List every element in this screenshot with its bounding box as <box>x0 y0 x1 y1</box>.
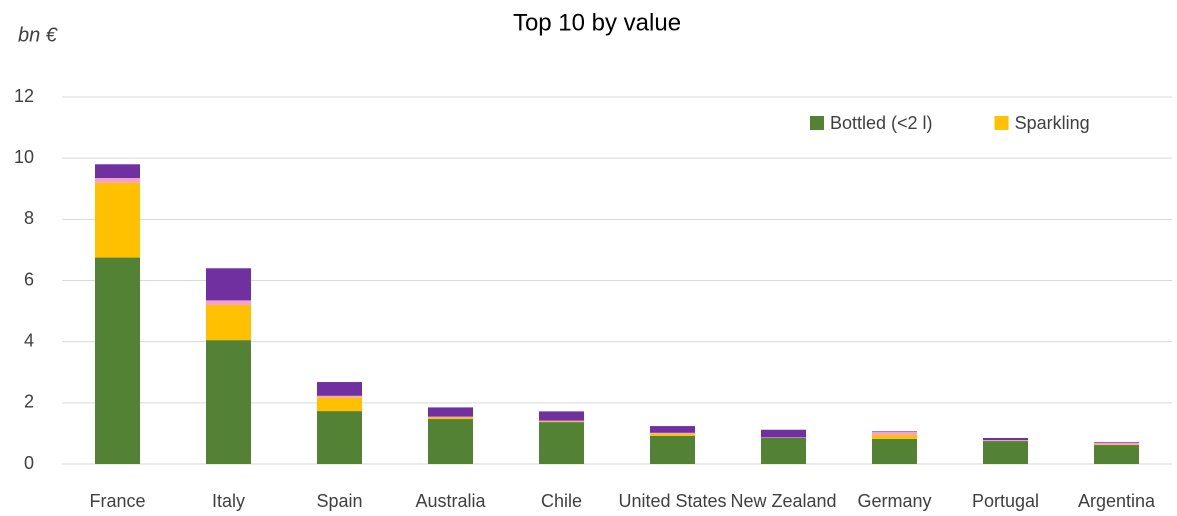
bar-segment <box>539 421 584 423</box>
bar-segment <box>317 382 362 396</box>
bar-segment <box>317 411 362 464</box>
x-tick-label: Argentina <box>1078 491 1156 511</box>
bar-segment <box>983 438 1028 441</box>
x-tick-label: Italy <box>212 491 245 511</box>
x-tick-label: United States <box>618 491 726 511</box>
y-tick-label: 6 <box>24 269 34 289</box>
bar-segment <box>206 268 251 301</box>
bar-segment <box>761 437 806 439</box>
x-tick-label: Germany <box>857 491 931 511</box>
bar-segment <box>761 438 806 464</box>
legend-label: Bottled (<2 l) <box>830 113 933 133</box>
legend-swatch <box>994 116 1009 130</box>
bar-segment <box>206 300 251 305</box>
y-tick-label: 2 <box>24 392 34 412</box>
legend-label: Sparkling <box>1015 113 1090 133</box>
bar-segment <box>95 257 140 464</box>
chart-title: Top 10 by value <box>513 9 681 36</box>
bar-segment <box>872 431 917 435</box>
bar-segment <box>95 178 140 183</box>
bar-segment <box>206 304 251 341</box>
bar-segment <box>761 429 806 438</box>
y-tick-label: 8 <box>24 208 34 228</box>
bar-segment <box>95 182 140 258</box>
y-axis-unit: bn € <box>18 24 58 46</box>
bar-segment <box>428 419 473 464</box>
bar-segment <box>539 411 584 421</box>
x-tick-label: France <box>89 491 145 511</box>
x-tick-label: Australia <box>415 491 486 511</box>
y-tick-label: 12 <box>14 86 34 106</box>
y-tick-label: 4 <box>24 330 34 350</box>
bar-segment <box>95 164 140 179</box>
bar-segment <box>650 426 695 433</box>
bar-segment <box>428 416 473 418</box>
bar-segment <box>983 441 1028 464</box>
x-tick-label: New Zealand <box>730 491 836 511</box>
bar-segment <box>1094 441 1139 443</box>
bar-segment <box>1094 442 1139 445</box>
bar-segment <box>206 340 251 464</box>
y-tick-label: 0 <box>24 453 34 473</box>
bar-segment <box>983 440 1028 441</box>
bar-segment <box>539 420 584 422</box>
x-tick-label: Spain <box>316 491 362 511</box>
y-tick-label: 10 <box>14 147 34 167</box>
bar-segment <box>428 417 473 420</box>
bar-segment <box>872 434 917 439</box>
bar-segment <box>650 435 695 464</box>
bar-segment <box>872 431 917 432</box>
bar-segment <box>428 407 473 417</box>
bar-segment <box>317 397 362 412</box>
legend-swatch <box>810 116 824 130</box>
bar-segment <box>1094 445 1139 464</box>
bar-segment <box>650 432 695 434</box>
bar-segment <box>539 422 584 464</box>
x-tick-label: Chile <box>541 491 582 511</box>
bar-segment <box>1094 444 1139 446</box>
bar-segment <box>317 395 362 398</box>
bar-segment <box>872 438 917 464</box>
x-tick-label: Portugal <box>972 491 1039 511</box>
bar-segment <box>650 433 695 436</box>
